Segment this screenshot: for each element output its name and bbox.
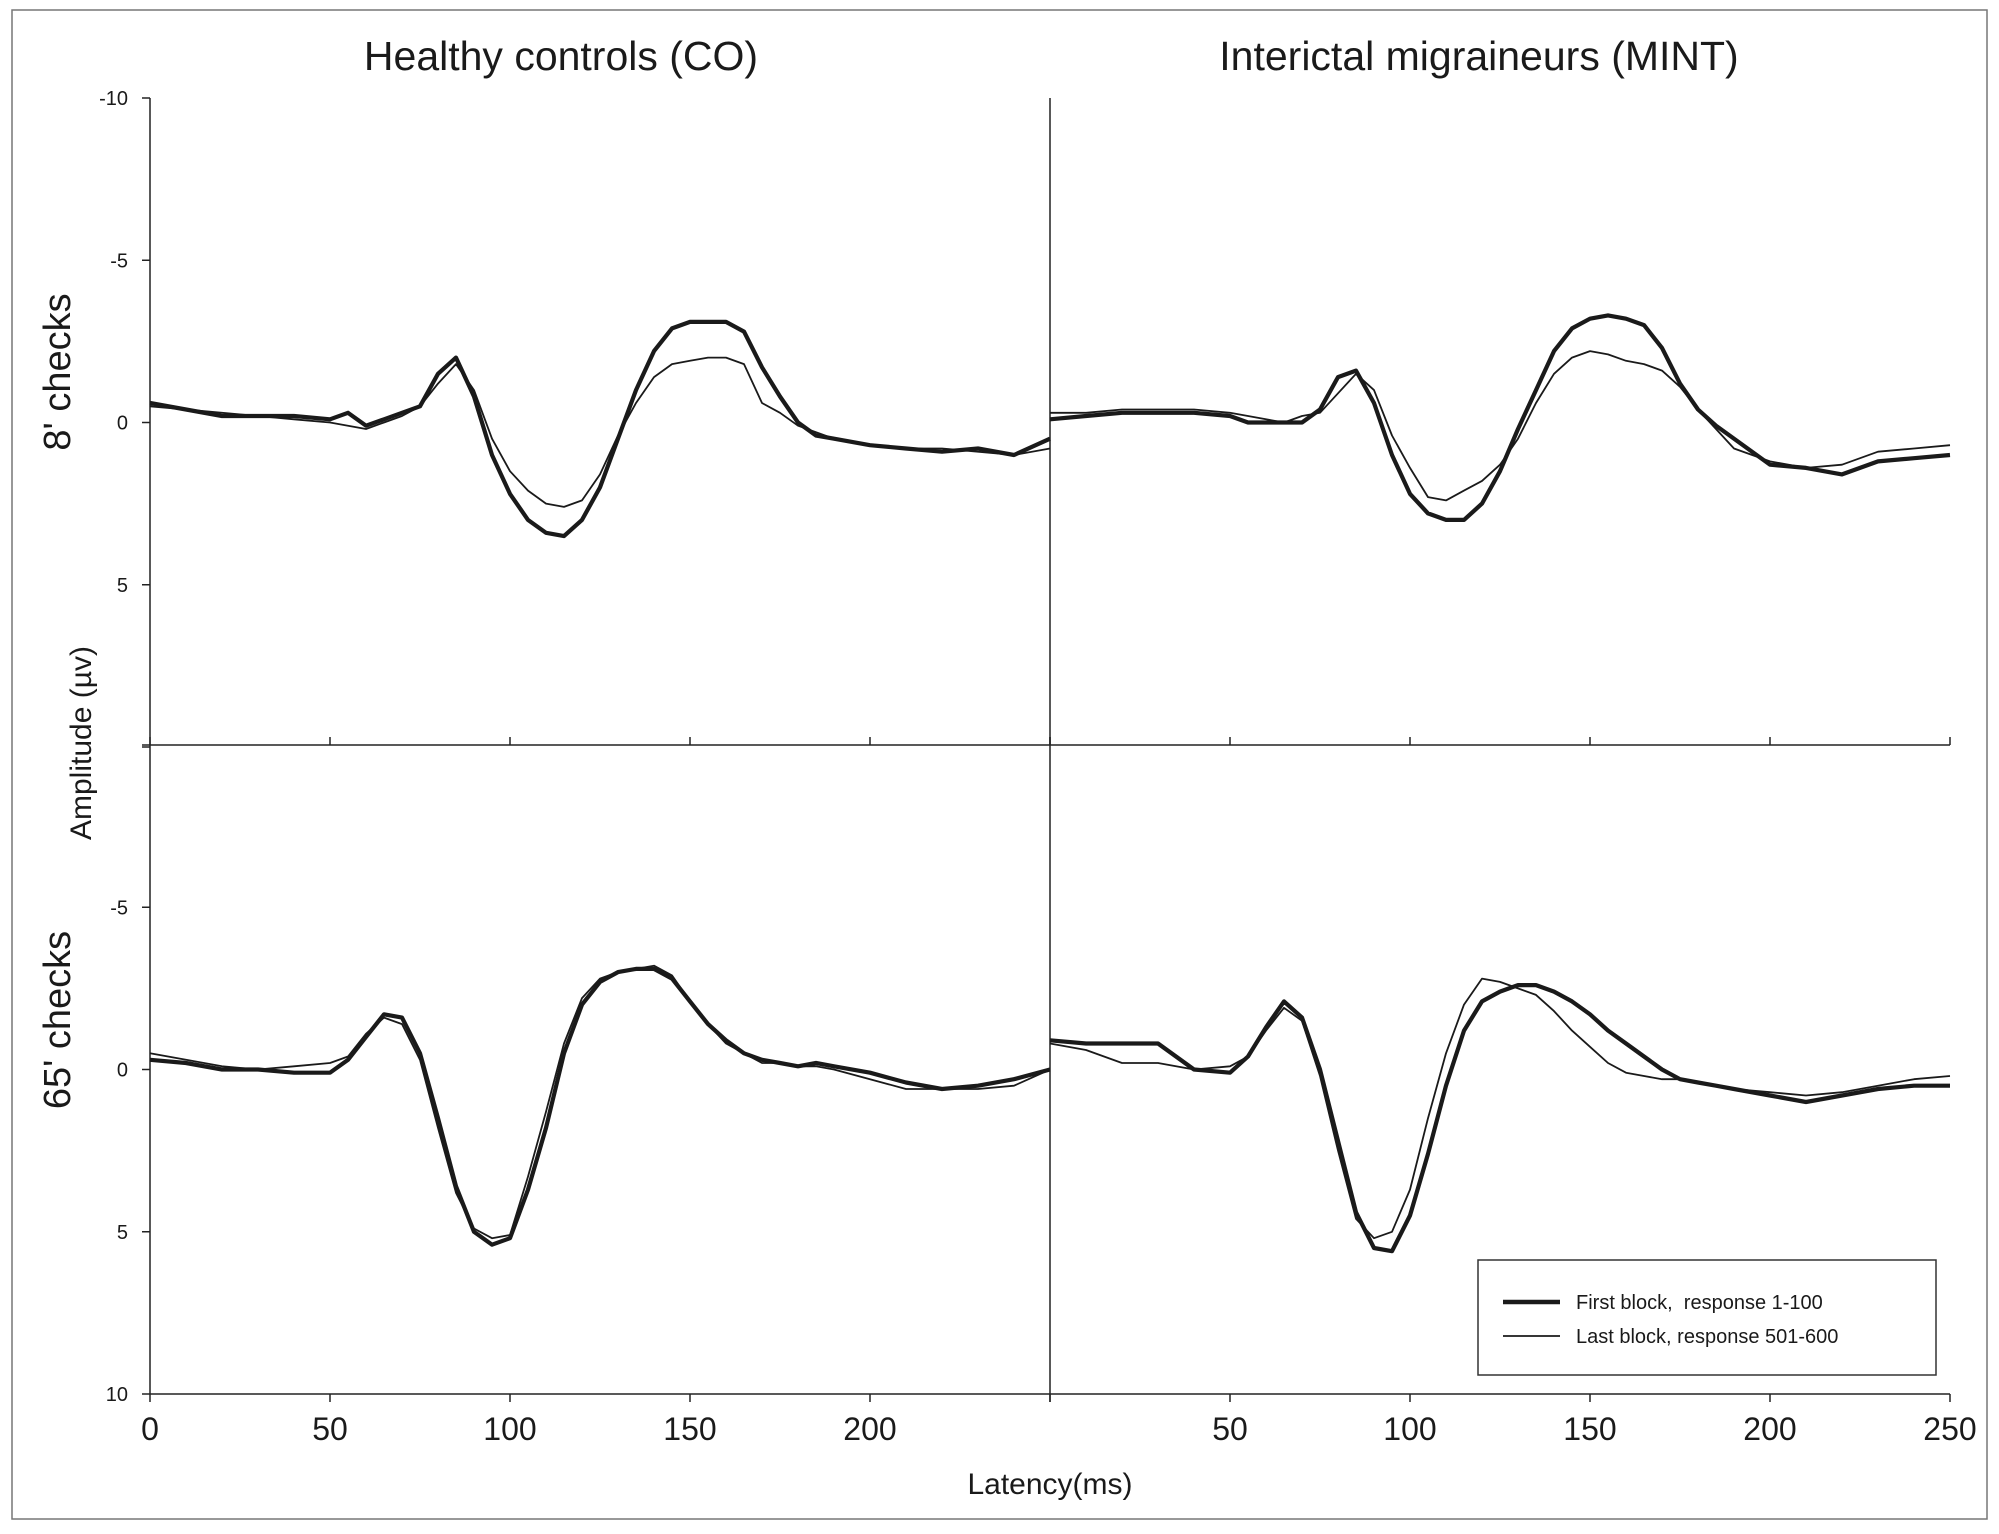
y-tick-label-bottom: 10 [106,1384,128,1406]
x-tick-label: 150 [1563,1411,1616,1447]
series-line-r0c1-first-block [1049,313,1951,523]
x-tick-label: 0 [141,1411,159,1447]
series-layer [149,313,1951,1254]
series-line-r1c1-last-block [1049,977,1951,1240]
x-tick-label: 100 [1383,1411,1436,1447]
figure-border [11,9,1988,1520]
row-label-top: 8' checks [37,293,79,450]
series-line-r0c1-last-block [1050,350,1951,502]
panel-title-right: Interictal migraineurs (MINT) [1219,33,1738,79]
y-tick-label-top: 0 [117,413,128,435]
y-tick-label-bottom: 5 [117,1222,128,1244]
row-label-bottom: 65' checks [37,931,79,1109]
series-line-r1c1-first-block [1049,982,1950,1254]
x-tick-label: 250 [1923,1411,1976,1447]
series-line-r1c0-first-block [149,966,1051,1247]
legend: First block, response 1-100 Last block, … [1477,1259,1937,1376]
series-line-r1c0-last-block [149,964,1051,1240]
x-axis-title: Latency(ms) [967,1468,1132,1501]
plot-frame [149,98,1950,1395]
y-tick-label-bottom: -5 [110,897,128,919]
legend-label-first-block: First block, response 1-100 [1576,1292,1823,1314]
y-tick-label-top: -10 [99,88,128,110]
x-tick-label: 50 [1212,1411,1248,1447]
axis-ticks [142,97,1951,1402]
series-line-r0c0-last-block [149,356,1051,508]
x-tick-label: 200 [1743,1411,1796,1447]
legend-label-last-block: Last block, response 501-600 [1576,1326,1838,1348]
x-tick-label: 200 [843,1411,896,1447]
series-line-r0c0-first-block [149,319,1051,539]
y-tick-label-bottom: 0 [117,1060,128,1082]
x-tick-label: 150 [663,1411,716,1447]
y-tick-label-top: 5 [117,575,128,597]
x-tick-label: 50 [312,1411,348,1447]
legend-box [1477,1259,1937,1376]
y-axis-title: Amplitude (µv) [65,646,98,840]
y-tick-label-top: -5 [110,250,128,272]
panel-title-left: Healthy controls (CO) [364,33,758,79]
x-tick-label: 100 [483,1411,536,1447]
